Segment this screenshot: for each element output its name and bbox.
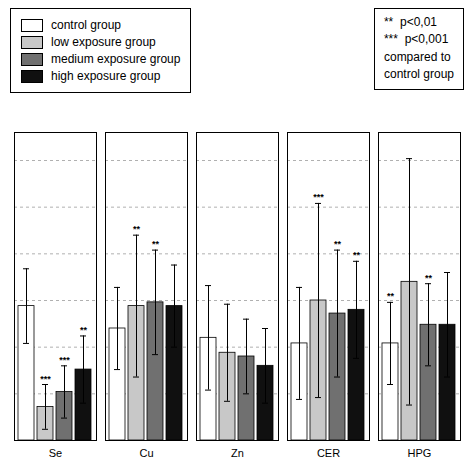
html-text:high exposure group: high exposure group (51, 69, 161, 83)
html-text:control group: control group (51, 18, 121, 32)
svg-text:HPG: HPG (408, 447, 432, 459)
svg-text:**: ** (425, 273, 433, 283)
svg-text:***: *** (40, 374, 51, 384)
html-text:medium exposure group: medium exposure group (51, 52, 181, 66)
html-text:low exposure group: low exposure group (51, 35, 156, 49)
svg-text:***: *** (313, 192, 324, 202)
svg-text:**: ** (152, 239, 160, 249)
svg-text:Zn: Zn (231, 447, 244, 459)
svg-text:**: ** (80, 325, 88, 335)
svg-text:**: ** (133, 224, 141, 234)
svg-text:Se: Se (49, 447, 62, 459)
svg-text:Cu: Cu (139, 447, 153, 459)
svg-text:CER: CER (317, 447, 340, 459)
svg-text:**: ** (334, 239, 342, 249)
svg-text:**: ** (387, 291, 395, 301)
html-text:** p<0,01 *** p<0,001 compared: ** p<0,01 *** p<0,001 compared to contro… (384, 15, 454, 82)
svg-text:**: ** (353, 250, 361, 260)
svg-text:***: *** (59, 355, 70, 365)
